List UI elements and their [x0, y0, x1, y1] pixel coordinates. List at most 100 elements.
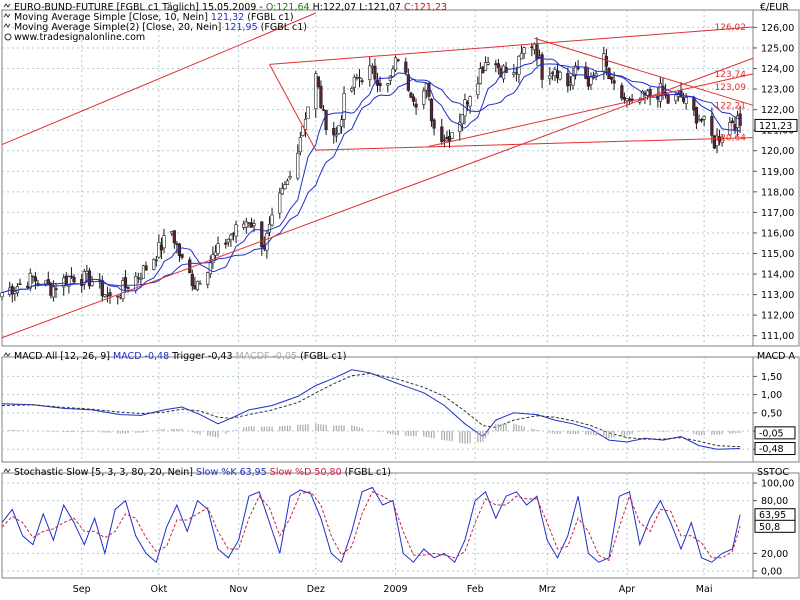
time-axis-label: Apr [619, 584, 636, 595]
time-axis-label: Okt [151, 584, 168, 595]
candle-body [206, 272, 210, 285]
trendline[interactable] [428, 73, 754, 147]
candle-body [46, 279, 50, 285]
candle-body [571, 75, 575, 86]
price-tick-label: 113,00 [761, 290, 794, 301]
price-header-prefix: EURO-BUND-FUTURE [FGBL c1 Täglich] 15.05… [14, 2, 266, 13]
price-open: O:121,64 [266, 2, 310, 13]
price-tick-label: 125,00 [761, 43, 794, 54]
trendline-price-label: 126,02 [715, 23, 747, 33]
candle-body [172, 230, 176, 244]
candle-body [468, 96, 472, 107]
candle-body [69, 275, 74, 278]
trendline[interactable] [1, 57, 754, 339]
trendline[interactable] [534, 37, 754, 106]
trendline[interactable] [269, 64, 317, 151]
candle-body [409, 92, 413, 98]
candle-body [334, 134, 338, 137]
ma10-legend-prefix: Moving Average Simple [Close, 10, Nein] [14, 12, 211, 23]
candle-body [103, 294, 107, 297]
candle-body [244, 221, 248, 228]
candle-body [681, 97, 686, 102]
candle-body [118, 295, 122, 298]
trendline[interactable] [269, 26, 754, 65]
candle-body [82, 271, 86, 285]
candle-body [190, 273, 194, 287]
trendline[interactable] [315, 137, 754, 151]
candle-body [154, 259, 158, 262]
candle-body [432, 119, 436, 129]
candle-body [136, 277, 140, 279]
indicator-icon [3, 3, 11, 8]
stoch-tick-label: 20,00 [761, 549, 788, 560]
candle-body [139, 277, 143, 280]
candle-body [373, 65, 377, 80]
candle-body [51, 286, 56, 298]
candle-body [368, 65, 372, 80]
price-tick-label: 123,00 [761, 85, 794, 96]
candle-body [242, 223, 246, 228]
time-axis-label: Dez [307, 584, 325, 595]
stoch-last-label: 63,95 [759, 510, 786, 521]
macd-tick-label: 1,00 [761, 390, 782, 401]
candle-body [126, 286, 130, 289]
candle-body [566, 73, 570, 87]
macd-last-label: -0,48 [759, 444, 784, 455]
stoch-header: Stochastic Slow [5, 3, 3, 80, 20, Nein] … [14, 467, 391, 478]
macd-pane [1, 356, 754, 463]
candle-body [72, 276, 76, 283]
candle-body [105, 294, 110, 297]
candle-body [391, 68, 395, 77]
source-link[interactable]: www.tradesignalonline.com [14, 32, 145, 43]
price-tick-label: 117,00 [761, 208, 794, 219]
candle-body [278, 192, 282, 214]
candle-body [728, 122, 732, 136]
price-tick-label: 120,00 [761, 146, 794, 157]
candle-body [314, 73, 318, 110]
stoch-tick-label: 0,00 [761, 566, 782, 577]
candle-body [208, 262, 212, 275]
macd-legend: MACD All [12, 26, 9] MACD -0,48 Trigger … [3, 351, 346, 362]
candle-body [537, 55, 542, 58]
candle-body [285, 180, 290, 185]
candle-body [458, 121, 462, 132]
candle-body [442, 139, 446, 142]
time-axis-label: 2009 [383, 584, 407, 595]
candle-body [733, 124, 737, 130]
ma10-legend-suffix: (FGBL c1) [244, 12, 293, 23]
candle-body [550, 72, 554, 74]
macd-legend-trigger: Trigger -0,43 [169, 351, 232, 362]
ma20-legend-value: 121,95 [224, 22, 257, 33]
candle-body [108, 292, 112, 297]
candle-body [517, 55, 521, 75]
candle-body [512, 72, 516, 75]
candle-body [231, 233, 236, 235]
macd-legend-macdf: MACDF -0,05 [233, 351, 298, 362]
candle-body [216, 243, 220, 254]
price-close: C:121,23 [401, 2, 447, 13]
stoch-legend: Stochastic Slow [5, 3, 3, 80, 20, Nein] … [3, 467, 391, 478]
trendline-price-label: 122,21 [715, 101, 747, 111]
candle-body [10, 286, 14, 295]
candle-body [548, 75, 552, 79]
candle-body [188, 259, 192, 274]
macd-last-box [754, 442, 796, 456]
candle-body [319, 85, 323, 109]
candle-body [342, 93, 346, 120]
candle-body [530, 46, 534, 48]
trendline[interactable] [1, 12, 316, 146]
macd-legend-macd: MACD -0,48 [113, 351, 169, 362]
candle-body [697, 119, 701, 122]
candle-body [429, 98, 434, 122]
time-axis-label: Mai [696, 584, 713, 595]
candle-body [620, 85, 624, 99]
candle-body [157, 242, 161, 258]
candle-body [699, 119, 704, 121]
macd-axis-title: MACD A [757, 351, 795, 362]
price-low: L:121,07 [356, 2, 401, 13]
candle-body [609, 76, 614, 80]
last-price-label: 121,23 [759, 121, 792, 132]
candle-body [337, 125, 341, 134]
candle-body [375, 80, 380, 86]
trendline-price-label: 120,64 [715, 134, 747, 144]
